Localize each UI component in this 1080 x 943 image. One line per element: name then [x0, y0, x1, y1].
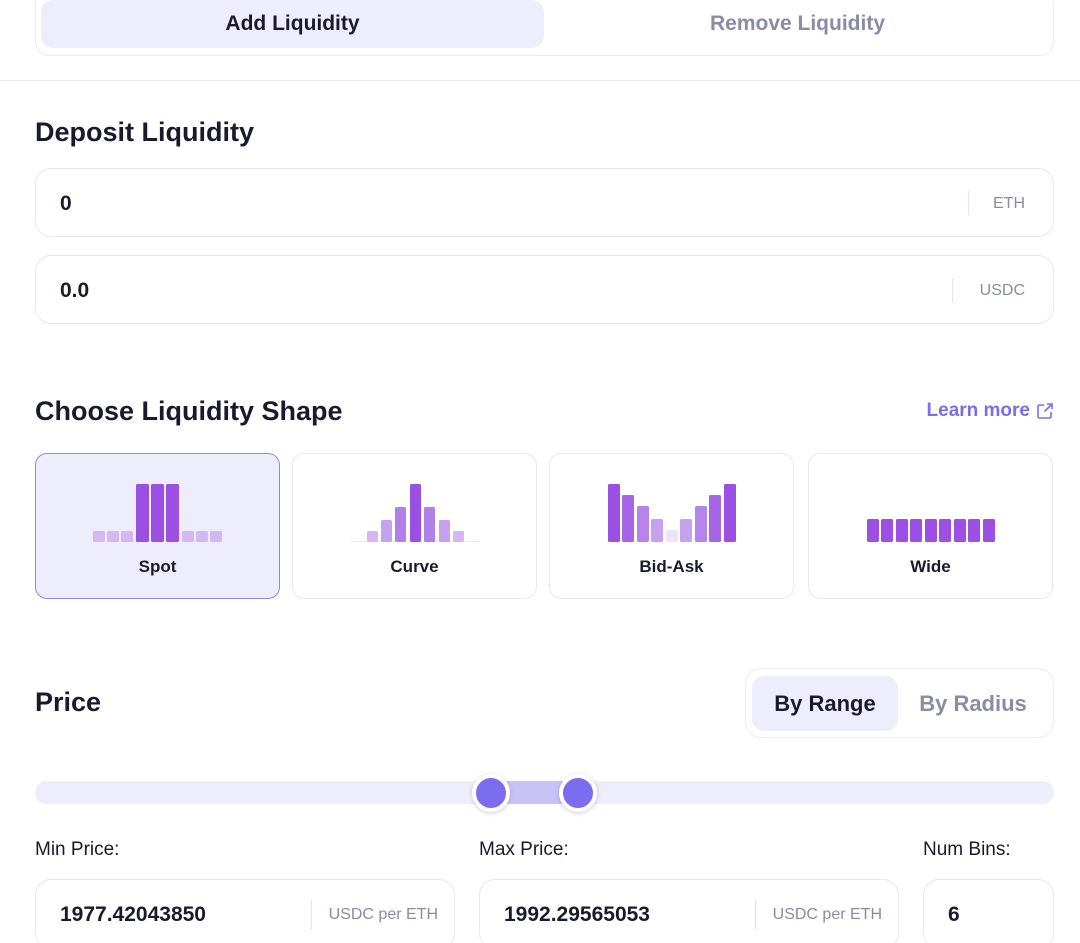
min-price-label: Min Price:	[35, 839, 120, 860]
by-radius-button[interactable]: By Radius	[919, 690, 1027, 716]
bid-ask-shape-icon	[608, 484, 736, 542]
shape-option-curve[interactable]: Curve	[292, 453, 537, 599]
tab-remove-liquidity[interactable]: Remove Liquidity	[709, 12, 886, 35]
shape-option-spot[interactable]: Spot	[35, 453, 280, 599]
price-range-fill	[491, 781, 579, 804]
unit-separator	[968, 191, 969, 215]
min-price-unit: USDC per ETH	[328, 906, 438, 923]
min-price-value[interactable]: 1977.42043850	[60, 903, 206, 926]
unit-separator	[952, 278, 953, 302]
tab-add-liquidity[interactable]: Add Liquidity	[41, 0, 544, 48]
shape-option-bid-ask[interactable]: Bid-Ask	[549, 453, 794, 599]
num-bins-field[interactable]: 6	[923, 879, 1054, 943]
eth-amount-field[interactable]: 0 ETH	[35, 168, 1054, 237]
usdc-amount-value[interactable]: 0.0	[60, 278, 90, 302]
unit-separator	[755, 900, 756, 930]
max-price-label: Max Price:	[479, 839, 569, 860]
learn-more-link[interactable]: Learn more	[927, 400, 1054, 422]
usdc-amount-field[interactable]: 0.0 USDC	[35, 255, 1054, 324]
num-bins-value[interactable]: 6	[948, 903, 960, 926]
by-range-button[interactable]: By Range	[752, 676, 898, 731]
shape-option-wide[interactable]: Wide	[808, 453, 1053, 599]
unit-separator	[311, 900, 312, 930]
max-price-unit: USDC per ETH	[772, 906, 882, 923]
learn-more-label: Learn more	[926, 400, 1030, 421]
usdc-unit: USDC	[979, 281, 1025, 299]
deposit-title: Deposit Liquidity	[35, 117, 254, 147]
eth-unit: ETH	[993, 194, 1025, 212]
max-price-field[interactable]: 1992.29565053 USDC per ETH	[479, 879, 899, 943]
price-title: Price	[35, 687, 102, 717]
shape-title: Choose Liquidity Shape	[35, 396, 343, 426]
min-price-field[interactable]: 1977.42043850 USDC per ETH	[35, 879, 455, 943]
eth-amount-value[interactable]: 0	[60, 191, 72, 215]
min-price-handle[interactable]	[472, 774, 510, 812]
liquidity-tabs: Add Liquidity Remove Liquidity	[35, 0, 1054, 56]
max-price-handle[interactable]	[559, 774, 597, 812]
external-link-icon	[1037, 403, 1053, 419]
num-bins-label: Num Bins:	[923, 839, 1011, 860]
shape-label-bid-ask: Bid-Ask	[639, 557, 704, 576]
shape-label-curve: Curve	[390, 557, 439, 576]
spot-shape-icon	[93, 484, 222, 542]
divider	[0, 80, 1080, 81]
max-price-value[interactable]: 1992.29565053	[504, 903, 650, 926]
shape-label-spot: Spot	[138, 557, 177, 576]
curve-shape-icon	[351, 484, 479, 542]
price-mode-toggle: By Range By Radius	[745, 668, 1054, 738]
shape-label-wide: Wide	[910, 557, 951, 576]
wide-shape-icon	[867, 519, 995, 542]
